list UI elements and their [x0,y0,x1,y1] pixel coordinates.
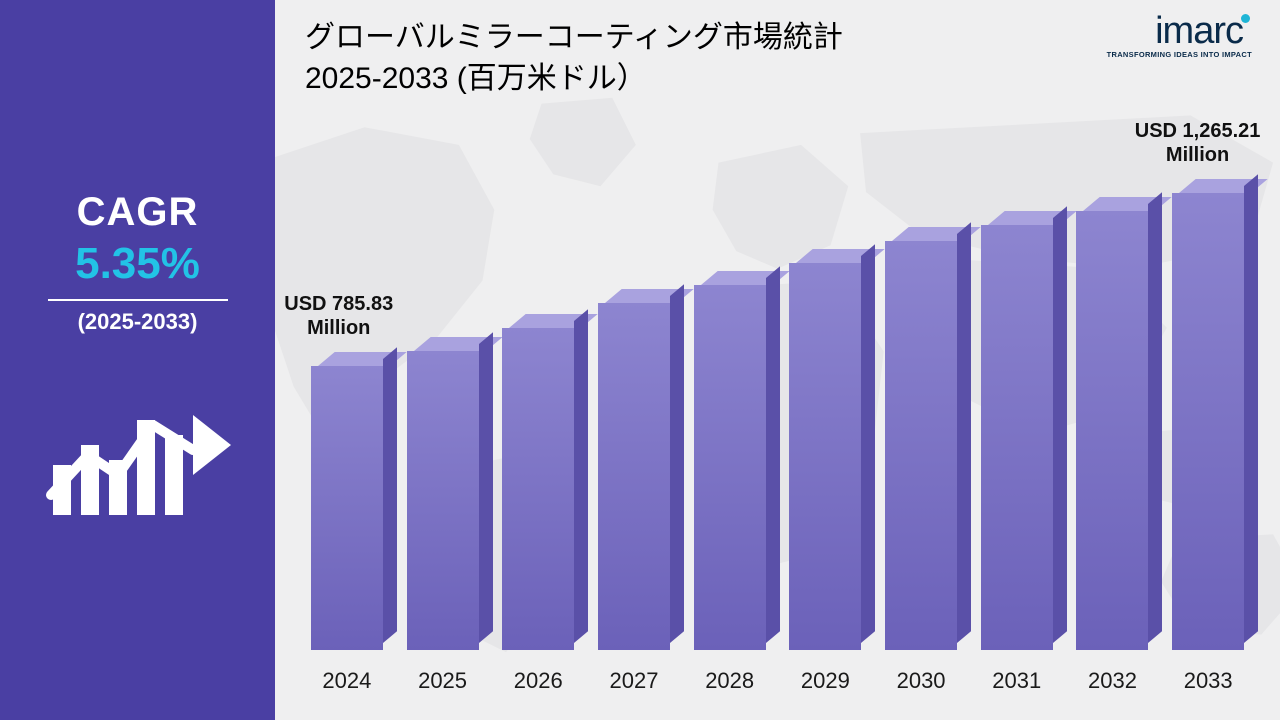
bar-side-face [670,284,684,643]
bar [981,225,1053,650]
bar-front-face [407,351,479,650]
bar-wrap [688,285,772,650]
bar-front-face [1172,193,1244,650]
bar-chart: 2024 2025 2026 2027 2028 2029 2030 2031 2032 2033… [305,140,1250,700]
bar [311,366,383,650]
bar [1076,211,1148,650]
cagr-label: CAGR [77,190,199,235]
bar-front-face [694,285,766,650]
x-axis-label: 2025 [401,660,485,700]
main-panel: グローバルミラーコーティング市場統計 2025-2033 (百万米ドル） ima… [275,0,1280,720]
x-axis-label: 2027 [592,660,676,700]
bar-front-face [598,303,670,650]
bar [885,241,957,650]
bar-side-face [479,332,493,643]
bar [789,263,861,650]
logo-tagline: TRANSFORMING IDEAS INTO IMPACT [1107,50,1252,59]
bar-front-face [981,225,1053,650]
bar-side-face [957,222,971,643]
cagr-divider [48,299,228,301]
bar-wrap [784,263,868,650]
bar-front-face [885,241,957,650]
bar-wrap [975,225,1059,650]
bar-wrap [592,303,676,650]
cagr-period: (2025-2033) [78,309,198,335]
x-axis-label: 2033 [1166,660,1250,700]
value-callout: USD 1,265.21Million [1135,119,1261,167]
bar-front-face [1076,211,1148,650]
value-callout: USD 785.83Million [284,292,393,340]
bar-side-face [1053,206,1067,643]
bar-wrap [1071,211,1155,650]
bar-side-face [383,347,397,643]
bar-wrap [401,351,485,650]
bars-container [305,150,1250,650]
bar-wrap [305,366,389,650]
page: CAGR 5.35% (2025-2033) [0,0,1280,720]
x-axis-label: 2030 [879,660,963,700]
bar-front-face [502,328,574,650]
bar-wrap [1166,193,1250,650]
bar [502,328,574,650]
x-axis-label: 2032 [1071,660,1155,700]
bar-side-face [574,309,588,643]
bar [1172,193,1244,650]
growth-chart-icon [43,375,233,530]
x-axis-label: 2028 [688,660,772,700]
x-axis: 2024 2025 2026 2027 2028 2029 2030 2031 2032 2033 [305,660,1250,700]
bar-wrap [496,328,580,650]
bar-side-face [1148,192,1162,643]
bar [694,285,766,650]
title-line2: 2025-2033 (百万米ドル） [305,62,647,95]
bar-front-face [789,263,861,650]
chart-title: グローバルミラーコーティング市場統計 2025-2033 (百万米ドル） [305,18,843,99]
logo-dot-icon [1241,14,1250,23]
x-axis-label: 2031 [975,660,1059,700]
bar-side-face [766,266,780,643]
x-axis-label: 2026 [496,660,580,700]
x-axis-label: 2024 [305,660,389,700]
bar [407,351,479,650]
bar-side-face [1244,174,1258,643]
brand-logo: imarc TRANSFORMING IDEAS INTO IMPACT [1107,14,1252,59]
x-axis-label: 2029 [784,660,868,700]
bar [598,303,670,650]
bar-side-face [861,244,875,643]
sidebar: CAGR 5.35% (2025-2033) [0,0,275,720]
bar-front-face [311,366,383,650]
title-line1: グローバルミラーコーティング市場統計 [305,21,843,54]
cagr-value: 5.35% [75,239,200,289]
logo-text: imarc [1155,10,1243,52]
bar-wrap [879,241,963,650]
